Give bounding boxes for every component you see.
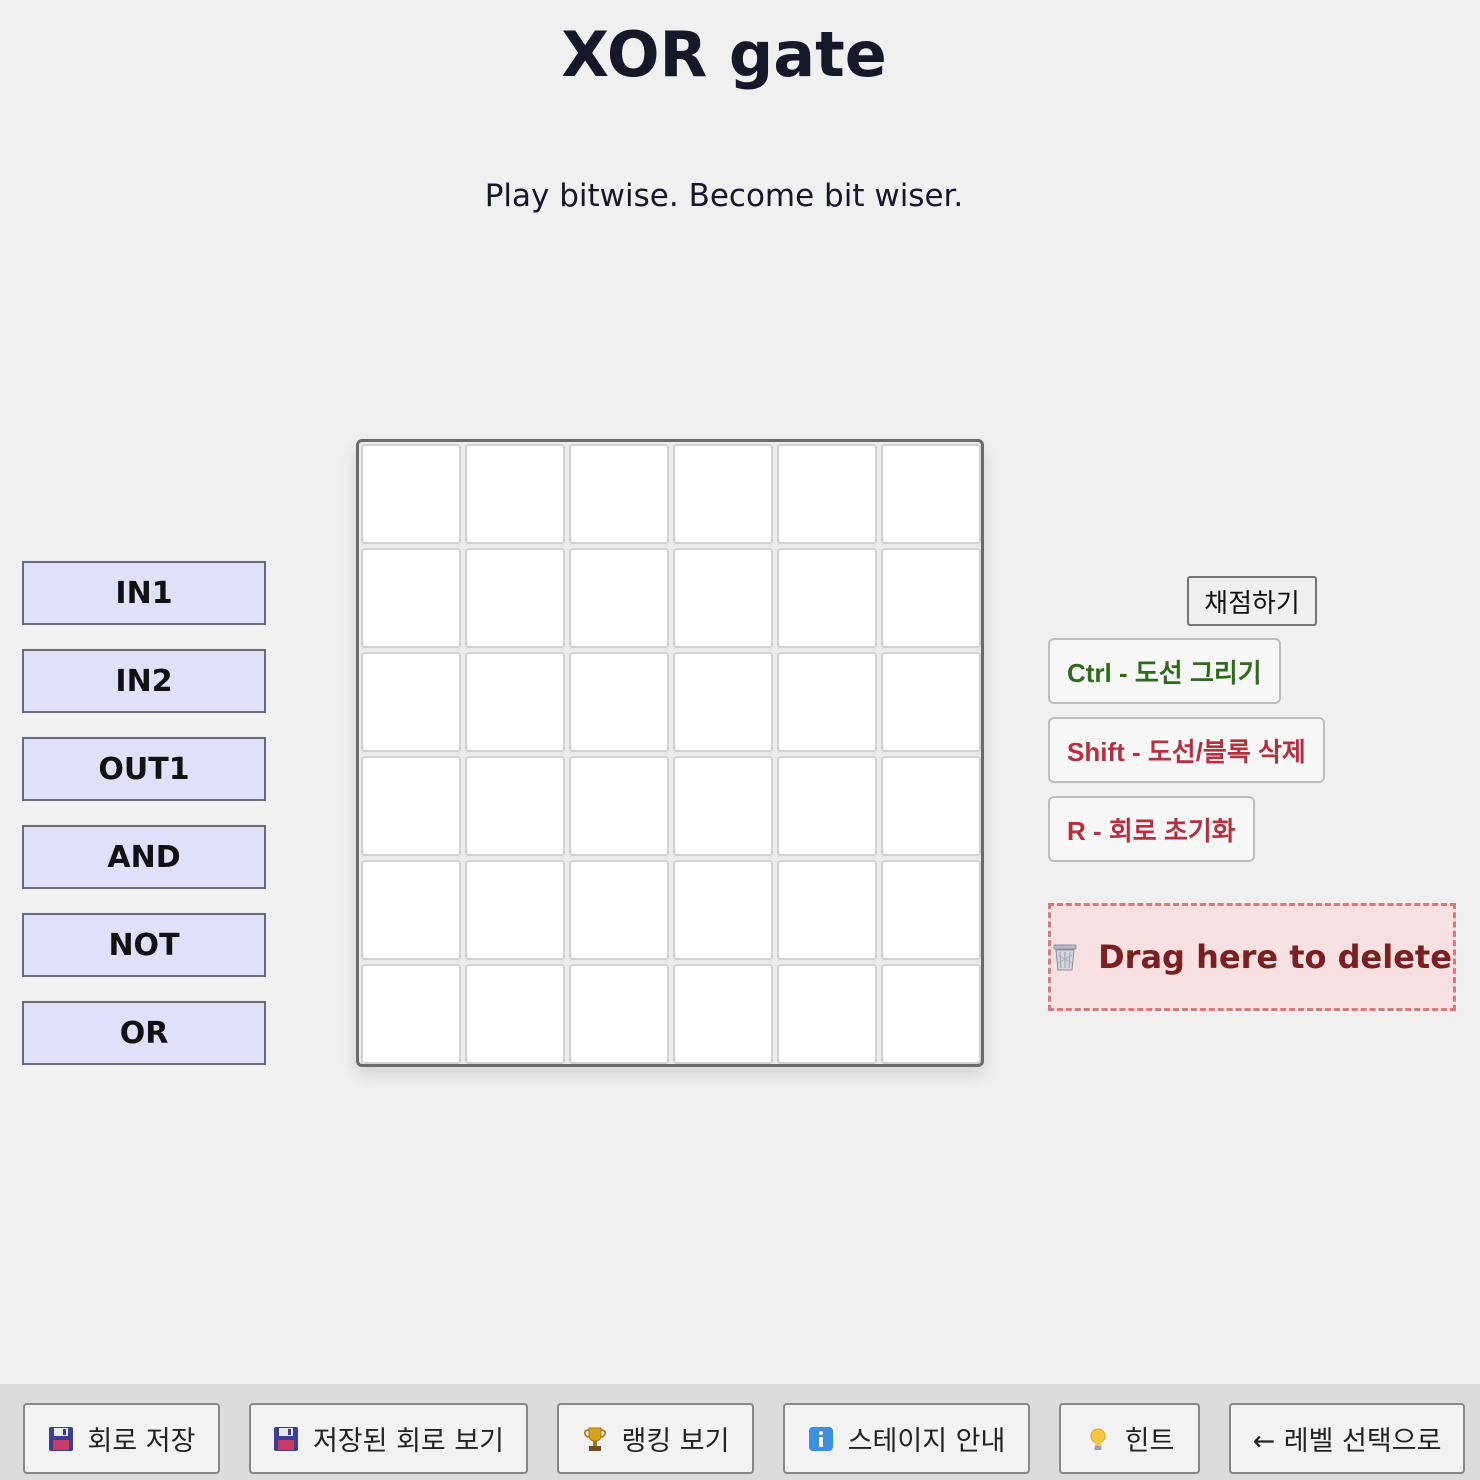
palette-block-out1[interactable]: OUT1 [22, 737, 266, 801]
grid-cell[interactable] [881, 548, 981, 648]
palette-block-or[interactable]: OR [22, 1001, 266, 1065]
ranking-button[interactable]: 랭킹 보기 [557, 1403, 754, 1474]
palette-block-in1[interactable]: IN1 [22, 561, 266, 625]
floppy-disk-icon [273, 1426, 299, 1452]
page-subtitle: Play bitwise. Become bit wiser. [484, 178, 964, 214]
grid-cell[interactable] [673, 756, 773, 856]
grid-cell[interactable] [569, 548, 669, 648]
trophy-icon [582, 1426, 608, 1452]
grid-cell[interactable] [361, 756, 461, 856]
grid-cell[interactable] [361, 860, 461, 960]
palette-block-not[interactable]: NOT [22, 913, 266, 977]
grid-cell[interactable] [777, 756, 877, 856]
trash-drop-zone[interactable]: Drag here to delete [1048, 903, 1456, 1011]
grid-cell[interactable] [465, 756, 565, 856]
grid-cell[interactable] [777, 652, 877, 752]
grid-cell[interactable] [361, 652, 461, 752]
grid-cell[interactable] [569, 860, 669, 960]
grid-cell[interactable] [881, 860, 981, 960]
grid-cell[interactable] [465, 860, 565, 960]
grid-cell[interactable] [361, 548, 461, 648]
grid-cell[interactable] [673, 652, 773, 752]
palette-block-and[interactable]: AND [22, 825, 266, 889]
level-select-button[interactable]: ← 레벨 선택으로 [1229, 1403, 1465, 1474]
block-palette: IN1 IN2 OUT1 AND NOT OR [22, 561, 266, 1089]
wastebasket-icon [1052, 942, 1078, 972]
grid-cell[interactable] [881, 964, 981, 1064]
grid-cell[interactable] [881, 756, 981, 856]
grid-cell[interactable] [465, 652, 565, 752]
hint-reset-circuit[interactable]: R - 회로 초기화 [1048, 796, 1255, 862]
grid-cell[interactable] [881, 652, 981, 752]
view-saved-label: 저장된 회로 보기 [312, 1426, 505, 1457]
info-icon [808, 1426, 834, 1452]
grade-button[interactable]: 채점하기 [1187, 576, 1317, 626]
grid-cell[interactable] [569, 444, 669, 544]
ranking-label: 랭킹 보기 [621, 1426, 730, 1457]
grid-cell[interactable] [673, 964, 773, 1064]
grid-cell[interactable] [673, 860, 773, 960]
grid-cell[interactable] [673, 444, 773, 544]
grid-cell[interactable] [777, 444, 877, 544]
save-circuit-label: 회로 저장 [87, 1426, 196, 1457]
stage-info-label: 스테이지 안내 [847, 1426, 1006, 1457]
hint-label: 힌트 [1124, 1426, 1175, 1457]
circuit-grid[interactable] [356, 439, 984, 1067]
hint-delete-wire-block[interactable]: Shift - 도선/블록 삭제 [1048, 717, 1325, 783]
trash-label: Drag here to delete [1098, 938, 1452, 976]
grid-cell[interactable] [465, 444, 565, 544]
grid-cell[interactable] [673, 548, 773, 648]
grid-cell[interactable] [465, 548, 565, 648]
save-circuit-button[interactable]: 회로 저장 [23, 1403, 220, 1474]
palette-block-in2[interactable]: IN2 [22, 649, 266, 713]
page-title: XOR gate [561, 18, 887, 91]
level-select-label: ← 레벨 선택으로 [1252, 1426, 1442, 1457]
floppy-disk-icon [48, 1426, 74, 1452]
grid-cell[interactable] [361, 964, 461, 1064]
grid-cell[interactable] [361, 444, 461, 544]
grid-cell[interactable] [465, 964, 565, 1064]
grid-cell[interactable] [569, 756, 669, 856]
hint-button[interactable]: 힌트 [1059, 1403, 1200, 1474]
grid-cell[interactable] [569, 964, 669, 1064]
grid-cell[interactable] [777, 548, 877, 648]
hint-draw-wire[interactable]: Ctrl - 도선 그리기 [1048, 638, 1281, 704]
grid-cell[interactable] [881, 444, 981, 544]
grid-cell[interactable] [569, 652, 669, 752]
stage-info-button[interactable]: 스테이지 안내 [783, 1403, 1030, 1474]
view-saved-circuits-button[interactable]: 저장된 회로 보기 [249, 1403, 528, 1474]
light-bulb-icon [1085, 1426, 1111, 1452]
grid-cell[interactable] [777, 964, 877, 1064]
grid-cell[interactable] [777, 860, 877, 960]
